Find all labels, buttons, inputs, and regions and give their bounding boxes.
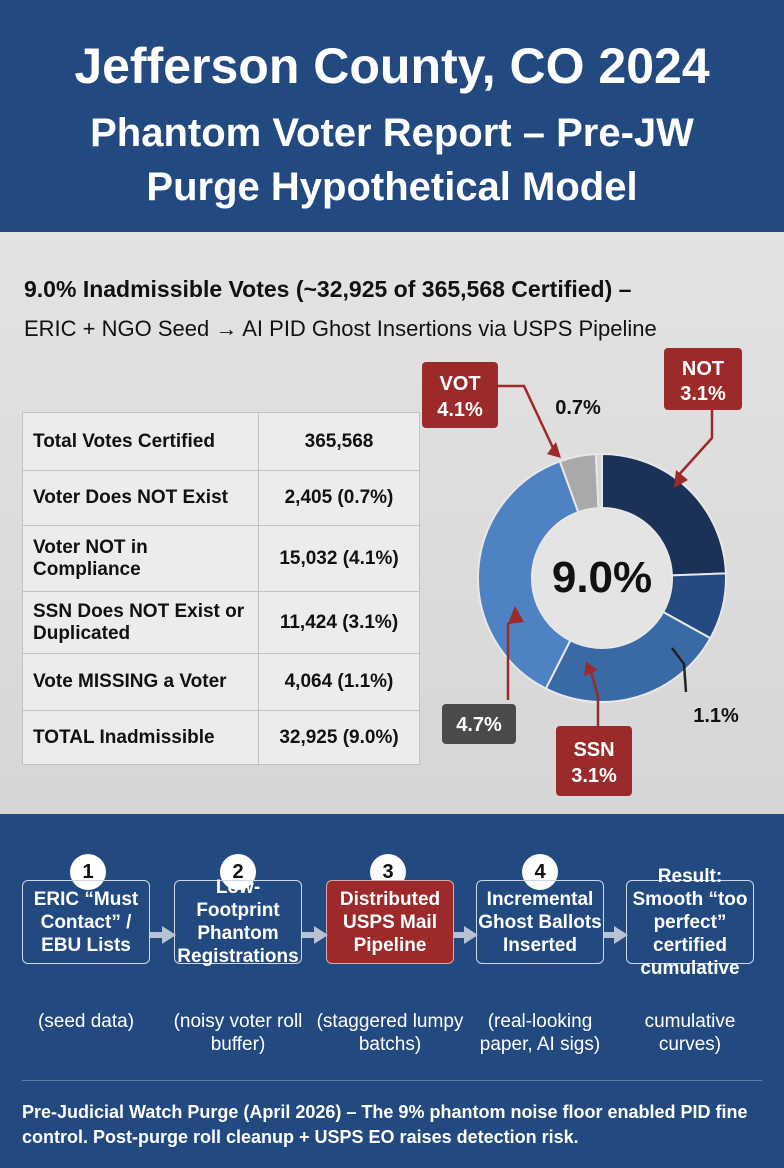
step-number: 2 [220, 854, 256, 890]
callout-vot: VOT 4.1% [422, 362, 498, 428]
footer-note: Pre-Judicial Watch Purge (April 2026) – … [22, 1102, 748, 1147]
pipeline-panel: 1 2 3 4 ERIC “Must Contact” / EBU Lists … [0, 814, 784, 1168]
table-label: Voter NOT in Compliance [22, 525, 259, 592]
callout-four7: 4.7% [442, 704, 516, 744]
leader-ssn [588, 667, 600, 728]
table-value: 15,032 (4.1%) [258, 525, 420, 592]
table-value: 2,405 (0.7%) [258, 470, 420, 526]
callout-ssn-line1: SSN [573, 739, 614, 761]
donut-slice [594, 452, 603, 510]
step-box: Incremental Ghost Ballots Inserted [476, 880, 604, 964]
arrow-stem [302, 932, 316, 938]
donut-slice [544, 610, 712, 703]
title-line-3: Purge Hypothetical Model [146, 165, 638, 209]
table-row: Vote MISSING a Voter 4,064 (1.1%) [22, 653, 420, 711]
leader-one1 [671, 647, 688, 693]
vote-table: Total Votes Certified 365,568 Voter Does… [22, 412, 420, 765]
donut-center-label: 9.0% [552, 553, 652, 602]
table-label: Vote MISSING a Voter [22, 653, 259, 711]
table-row: SSN Does NOT Exist or Duplicated 11,424 … [22, 591, 420, 654]
arrow-right-icon [614, 926, 628, 944]
table-row: Voter NOT in Compliance 15,032 (4.1%) [22, 525, 420, 592]
arrowhead-four7 [508, 606, 524, 624]
step-box: Low-Footprint Phantom Registrations [174, 877, 302, 967]
summary-headline: 9.0% Inadmissible Votes (~32,925 of 365,… [24, 276, 632, 302]
donut-slice [477, 460, 580, 690]
step-box: ERIC “Must Contact” / EBU Lists [22, 880, 150, 964]
table-row: Total Votes Certified 365,568 [22, 412, 420, 471]
callout-four7-text: 4.7% [456, 714, 502, 736]
arrowhead-not [674, 470, 688, 488]
table-row: Voter Does NOT Exist 2,405 (0.7%) [22, 470, 420, 526]
title-line-1: Jefferson County, CO 2024 [74, 38, 710, 94]
table-value: 11,424 (3.1%) [258, 591, 420, 654]
table-label: Total Votes Certified [22, 412, 259, 471]
table-label: Voter Does NOT Exist [22, 470, 259, 526]
callout-not-line1: NOT [682, 358, 724, 380]
callout-ssn-line2: 3.1% [571, 765, 617, 787]
callout-vot-line1: VOT [439, 373, 480, 395]
arrow-stem [150, 932, 164, 938]
callout-zero7: 0.7% [555, 397, 601, 419]
donut-slice [601, 452, 727, 577]
arrowhead-ssn [584, 662, 598, 676]
summary-subline: ERIC + NGO Seed → AI PID Ghost Insertion… [24, 316, 657, 341]
table-label: TOTAL Inadmissible [22, 710, 259, 765]
callout-one1: 1.1% [693, 705, 739, 727]
arrow-stem [604, 932, 616, 938]
arrow-right-icon [162, 926, 176, 944]
leader-vot [498, 384, 556, 451]
donut-slices [477, 452, 727, 703]
donut-chart: 9.0% VOT 4.1% 0.7% NOT 3.1% 1.1% 4.7% SS… [422, 348, 742, 796]
header-banner: Jefferson County, CO 2024 Phantom Voter … [0, 0, 784, 232]
arrow-right-icon [314, 926, 328, 944]
step-number: 4 [522, 854, 558, 890]
leader-not [675, 404, 714, 479]
step-note: (staggered lumpy batchs) [316, 1011, 464, 1055]
table-value: 32,925 (9.0%) [258, 710, 420, 765]
callout-vot-line2: 4.1% [437, 399, 483, 421]
title-line-2: Phantom Voter Report – Pre-JW [90, 111, 694, 155]
callout-ssn: SSN 3.1% [556, 726, 632, 796]
step-note: cumulative curves) [644, 1011, 736, 1055]
donut-hole [533, 509, 671, 647]
table-row: TOTAL Inadmissible 32,925 (9.0%) [22, 710, 420, 765]
arrowhead-vot [547, 442, 561, 458]
callout-not-line2: 3.1% [680, 383, 726, 405]
callout-not: NOT 3.1% [664, 348, 742, 410]
divider [22, 1080, 762, 1081]
step-note: (noisy voter roll buffer) [173, 1011, 303, 1055]
step-note: (seed data) [37, 1011, 135, 1032]
table-value: 365,568 [258, 412, 420, 471]
arrow-right-icon [464, 926, 478, 944]
step-box-highlight: Distributed USPS Mail Pipeline [326, 880, 454, 964]
arrow-stem [454, 932, 466, 938]
table-label: SSN Does NOT Exist or Duplicated [22, 591, 259, 654]
summary-panel: 9.0% Inadmissible Votes (~32,925 of 365,… [0, 232, 784, 814]
table-value: 4,064 (1.1%) [258, 653, 420, 711]
step-note: (real-looking paper, AI sigs) [479, 1011, 601, 1055]
step-number: 1 [70, 854, 106, 890]
step-box-result: Result: Smooth “too perfect” certified c… [626, 866, 754, 979]
